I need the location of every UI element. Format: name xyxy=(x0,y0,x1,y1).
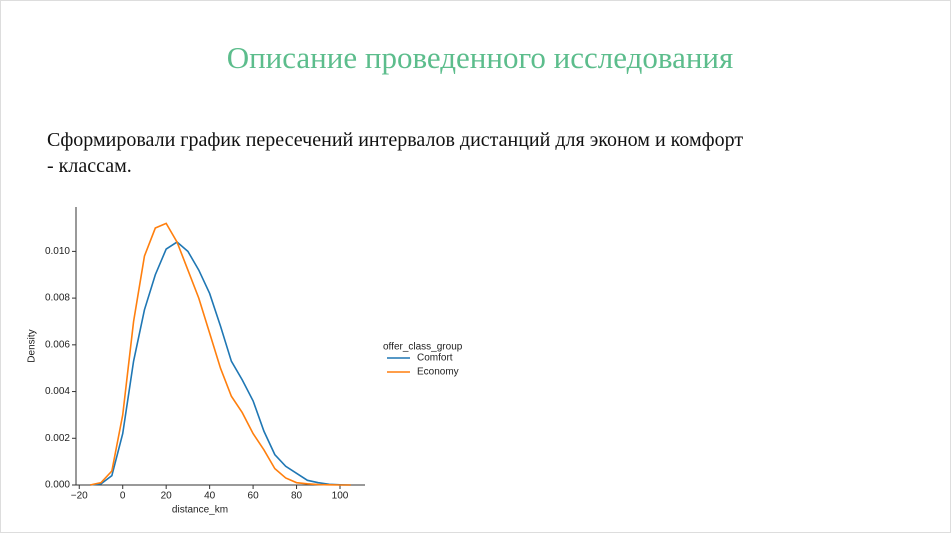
x-tick-label: 20 xyxy=(161,491,173,502)
kde-line xyxy=(89,222,351,486)
y-tick-label: 0.004 xyxy=(45,386,70,397)
y-axis-label: Density xyxy=(27,329,38,362)
x-tick-label: −20 xyxy=(71,491,88,502)
y-tick-label: 0.002 xyxy=(45,433,70,444)
legend-label: Comfort xyxy=(417,353,453,364)
legend-label: Economy xyxy=(417,367,459,378)
slide-title: Описание проведенного исследования xyxy=(226,40,734,75)
y-tick-label: 0.008 xyxy=(45,293,70,304)
kde-line xyxy=(90,241,351,486)
x-tick-label: 80 xyxy=(291,491,303,502)
y-tick-label: 0.010 xyxy=(45,246,70,257)
y-tick-label: 0.006 xyxy=(45,339,70,350)
x-tick-label: 100 xyxy=(332,491,349,502)
x-axis-label: distance_km xyxy=(172,505,228,516)
x-tick-label: 60 xyxy=(248,491,260,502)
y-tick-label: 0.000 xyxy=(45,480,70,491)
slide-text: Сформировали график пересечений интервал… xyxy=(47,129,744,177)
x-tick-label: 0 xyxy=(120,491,126,502)
x-tick-label: 40 xyxy=(204,491,216,502)
legend-title: offer_class_group xyxy=(383,342,463,353)
